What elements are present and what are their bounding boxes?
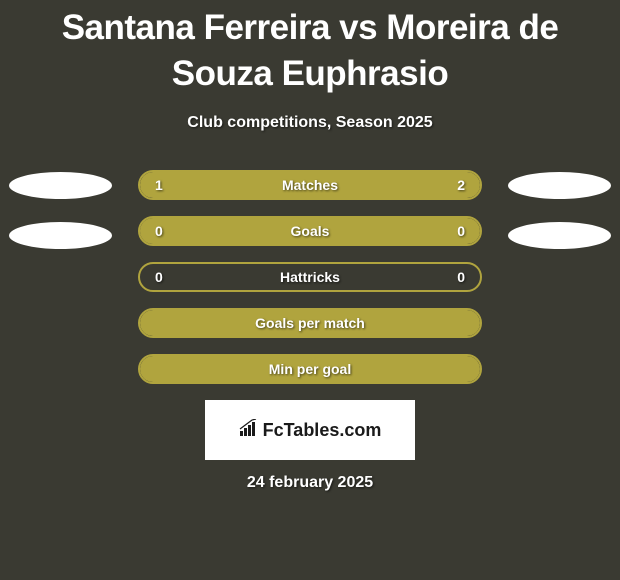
stat-label: Matches <box>282 177 338 193</box>
stat-value-left: 0 <box>155 223 163 239</box>
stat-row: Goals per match <box>0 308 620 338</box>
stat-label: Min per goal <box>269 361 351 377</box>
stat-value-right: 0 <box>457 223 465 239</box>
logo-box: FcTables.com <box>205 400 415 460</box>
stat-bar: 0 Hattricks 0 <box>138 262 482 292</box>
stat-label: Goals per match <box>255 315 365 331</box>
stats-area: 1 Matches 2 0 Goals 0 0 Hattricks 0 Goals per mat… <box>0 170 620 384</box>
stat-bar: Goals per match <box>138 308 482 338</box>
page-title: Santana Ferreira vs Moreira de Souza Eup… <box>0 0 620 96</box>
stat-value-left: 1 <box>155 177 163 193</box>
stat-row: 0 Goals 0 <box>0 216 620 246</box>
player-right-ellipse <box>508 172 611 199</box>
stat-bar: 1 Matches 2 <box>138 170 482 200</box>
chart-icon <box>239 419 259 442</box>
stat-value-right: 0 <box>457 269 465 285</box>
player-right-ellipse <box>508 222 611 249</box>
stat-label: Goals <box>291 223 330 239</box>
stat-row: 0 Hattricks 0 <box>0 262 620 292</box>
comparison-infographic: Santana Ferreira vs Moreira de Souza Eup… <box>0 0 620 580</box>
stat-bar: Min per goal <box>138 354 482 384</box>
date-label: 24 february 2025 <box>247 474 373 492</box>
stat-value-left: 0 <box>155 269 163 285</box>
logo-content: FcTables.com <box>239 419 382 442</box>
logo-text: FcTables.com <box>263 420 382 441</box>
stat-bar: 0 Goals 0 <box>138 216 482 246</box>
subtitle: Club competitions, Season 2025 <box>187 114 432 132</box>
stat-row: Min per goal <box>0 354 620 384</box>
stat-row: 1 Matches 2 <box>0 170 620 200</box>
stat-label: Hattricks <box>280 269 340 285</box>
player-left-ellipse <box>9 172 112 199</box>
player-left-ellipse <box>9 222 112 249</box>
stat-value-right: 2 <box>457 177 465 193</box>
